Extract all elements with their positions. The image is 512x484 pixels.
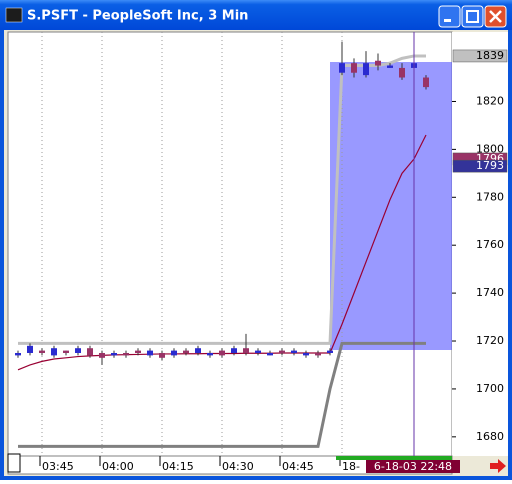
candle-body	[339, 63, 345, 73]
candle-body	[135, 350, 141, 353]
scroll-box[interactable]	[7, 453, 21, 473]
candle-body	[123, 352, 129, 356]
price-marker	[452, 159, 508, 173]
candle-body	[423, 77, 429, 88]
candle-body	[399, 67, 405, 78]
scroll-arrow[interactable]	[490, 459, 506, 473]
price-marker	[452, 49, 508, 63]
candle-body	[303, 352, 309, 356]
x-tick-label: 18-	[342, 460, 360, 473]
y-tick-label: 1740	[476, 286, 504, 299]
minimize-button[interactable]	[438, 5, 461, 28]
price-axis	[452, 32, 508, 456]
candle-body	[195, 348, 201, 353]
candle-body	[39, 350, 45, 353]
x-tick-label: 03:45	[42, 460, 74, 473]
candle-body	[267, 352, 273, 356]
candle-body	[255, 350, 261, 353]
candle-body	[327, 350, 333, 353]
y-tick-label: 1700	[476, 382, 504, 395]
candle-body	[279, 350, 285, 353]
y-tick-label: 1720	[476, 334, 504, 347]
y-tick-label: 1800	[476, 142, 504, 155]
indicator-line	[18, 341, 426, 448]
candle-body	[219, 350, 225, 356]
candle-body	[243, 348, 249, 353]
app-icon	[5, 7, 23, 23]
candle-body	[183, 350, 189, 353]
title-bar	[0, 0, 512, 30]
x-tick-label: 04:30	[222, 460, 254, 473]
candle-body	[63, 350, 69, 353]
indicator-line	[18, 54, 426, 345]
candle-body	[363, 63, 369, 76]
price-marker-label: 1839	[476, 49, 504, 62]
candle-body	[87, 348, 93, 356]
candle-body	[75, 348, 81, 353]
candle-body	[159, 352, 165, 358]
x-tick-label: 04:00	[102, 460, 134, 473]
candle-body	[387, 65, 393, 68]
candle-body	[171, 350, 177, 356]
close-button[interactable]	[484, 5, 507, 28]
y-tick-label: 1820	[476, 94, 504, 107]
candle-body	[207, 352, 213, 356]
price-marker-label: 1793	[476, 159, 504, 172]
candle-body	[51, 348, 57, 356]
y-tick-label: 1760	[476, 238, 504, 251]
candle-body	[27, 345, 33, 353]
candle-body	[291, 350, 297, 353]
candle-body	[15, 352, 21, 356]
session-bar	[336, 456, 452, 460]
maximize-button[interactable]	[461, 5, 484, 28]
y-tick-label: 1680	[476, 430, 504, 443]
candle-body	[315, 352, 321, 356]
window-title: S.PSFT - PeopleSoft Inc, 3 Min	[27, 9, 248, 24]
candle-body	[111, 352, 117, 356]
candle-body	[351, 63, 357, 73]
x-tick-label: 04:15	[162, 460, 194, 473]
cursor-label-box	[366, 460, 460, 473]
y-tick-label: 1780	[476, 190, 504, 203]
cursor-label: 6-18-03 22:48	[374, 460, 452, 473]
candle-body	[231, 348, 237, 353]
candle-body	[147, 350, 153, 356]
candle-body	[99, 352, 105, 358]
x-tick-label: 04:45	[282, 460, 314, 473]
candle-body	[375, 60, 381, 66]
